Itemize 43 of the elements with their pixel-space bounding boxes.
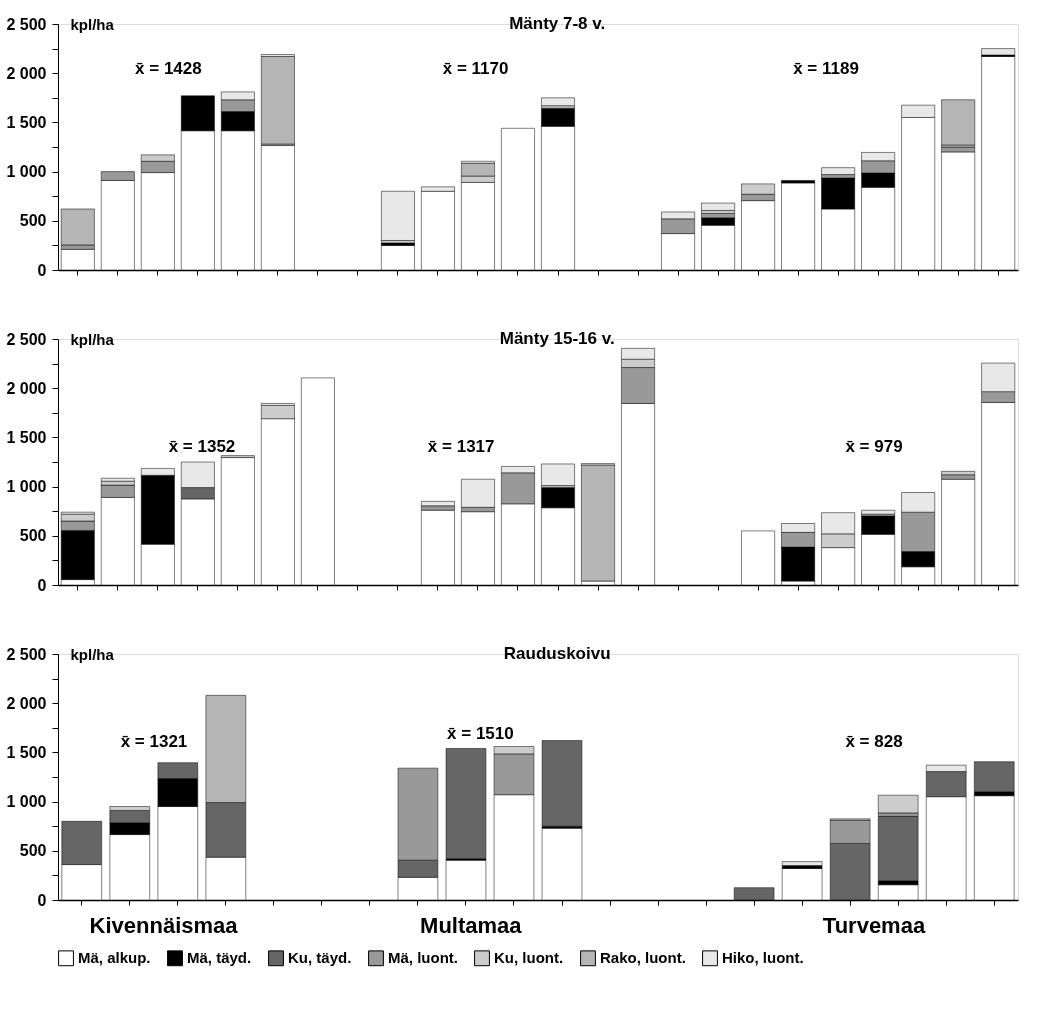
annotation: x̄ = 1189 xyxy=(793,59,859,78)
annotation: x̄ = 1428 xyxy=(135,59,202,78)
annotation: x̄ = 1352 xyxy=(168,437,236,456)
annotation: x̄ = 1510 xyxy=(447,724,514,743)
legend-label: Hiko, luont. xyxy=(722,949,804,967)
y-tick-label: 1 500 xyxy=(6,743,47,761)
text: Multamaa xyxy=(420,913,523,938)
legend-label: Mä, luont. xyxy=(388,949,458,967)
annotation: x̄ = 1321 xyxy=(120,732,188,751)
y-tick-label: 0 xyxy=(37,891,47,909)
annotation: x̄ = 1317 xyxy=(427,437,495,456)
y-tick-label: 0 xyxy=(37,576,47,594)
chart-title: Mänty 15-16 v. xyxy=(499,329,615,348)
text: Turvemaa xyxy=(822,913,926,938)
y-tick-label: 2 500 xyxy=(6,330,47,348)
y-tick-label: 500 xyxy=(19,212,47,230)
y-tick-label: 1 000 xyxy=(6,163,47,181)
y-tick-label: 2 000 xyxy=(6,694,47,712)
y-tick-label: 1 000 xyxy=(6,793,47,811)
text: Kivennäismaa xyxy=(89,913,239,938)
annotation: x̄ = 1170 xyxy=(442,59,509,78)
y-tick-label: 500 xyxy=(19,842,47,860)
legend-label: Rako, luont. xyxy=(600,949,686,967)
y-axis-title: kpl/ha xyxy=(70,645,115,663)
annotation: x̄ = 828 xyxy=(845,732,903,751)
annotation: x̄ = 979 xyxy=(845,437,903,456)
y-tick-label: 2 500 xyxy=(6,15,47,33)
legend-label: Mä, täyd. xyxy=(187,949,252,967)
y-axis-title: kpl/ha xyxy=(70,330,115,348)
chart-title: Rauduskoivu xyxy=(503,644,611,663)
y-tick-label: 1 000 xyxy=(6,478,47,496)
y-tick-label: 500 xyxy=(19,527,47,545)
legend-label: Ku, luont. xyxy=(494,949,564,967)
y-axis-title: kpl/ha xyxy=(70,15,115,33)
y-tick-label: 1 500 xyxy=(6,113,47,131)
chart-title: Mänty 7-8 v. xyxy=(509,14,606,33)
legend-label: Ku, täyd. xyxy=(288,949,352,967)
legend-label: Mä, alkup. xyxy=(78,949,151,967)
y-tick-label: 2 000 xyxy=(6,64,47,82)
y-tick-label: 1 500 xyxy=(6,428,47,446)
y-tick-label: 0 xyxy=(37,261,47,279)
y-tick-label: 2 500 xyxy=(6,645,47,663)
y-tick-label: 2 000 xyxy=(6,379,47,397)
